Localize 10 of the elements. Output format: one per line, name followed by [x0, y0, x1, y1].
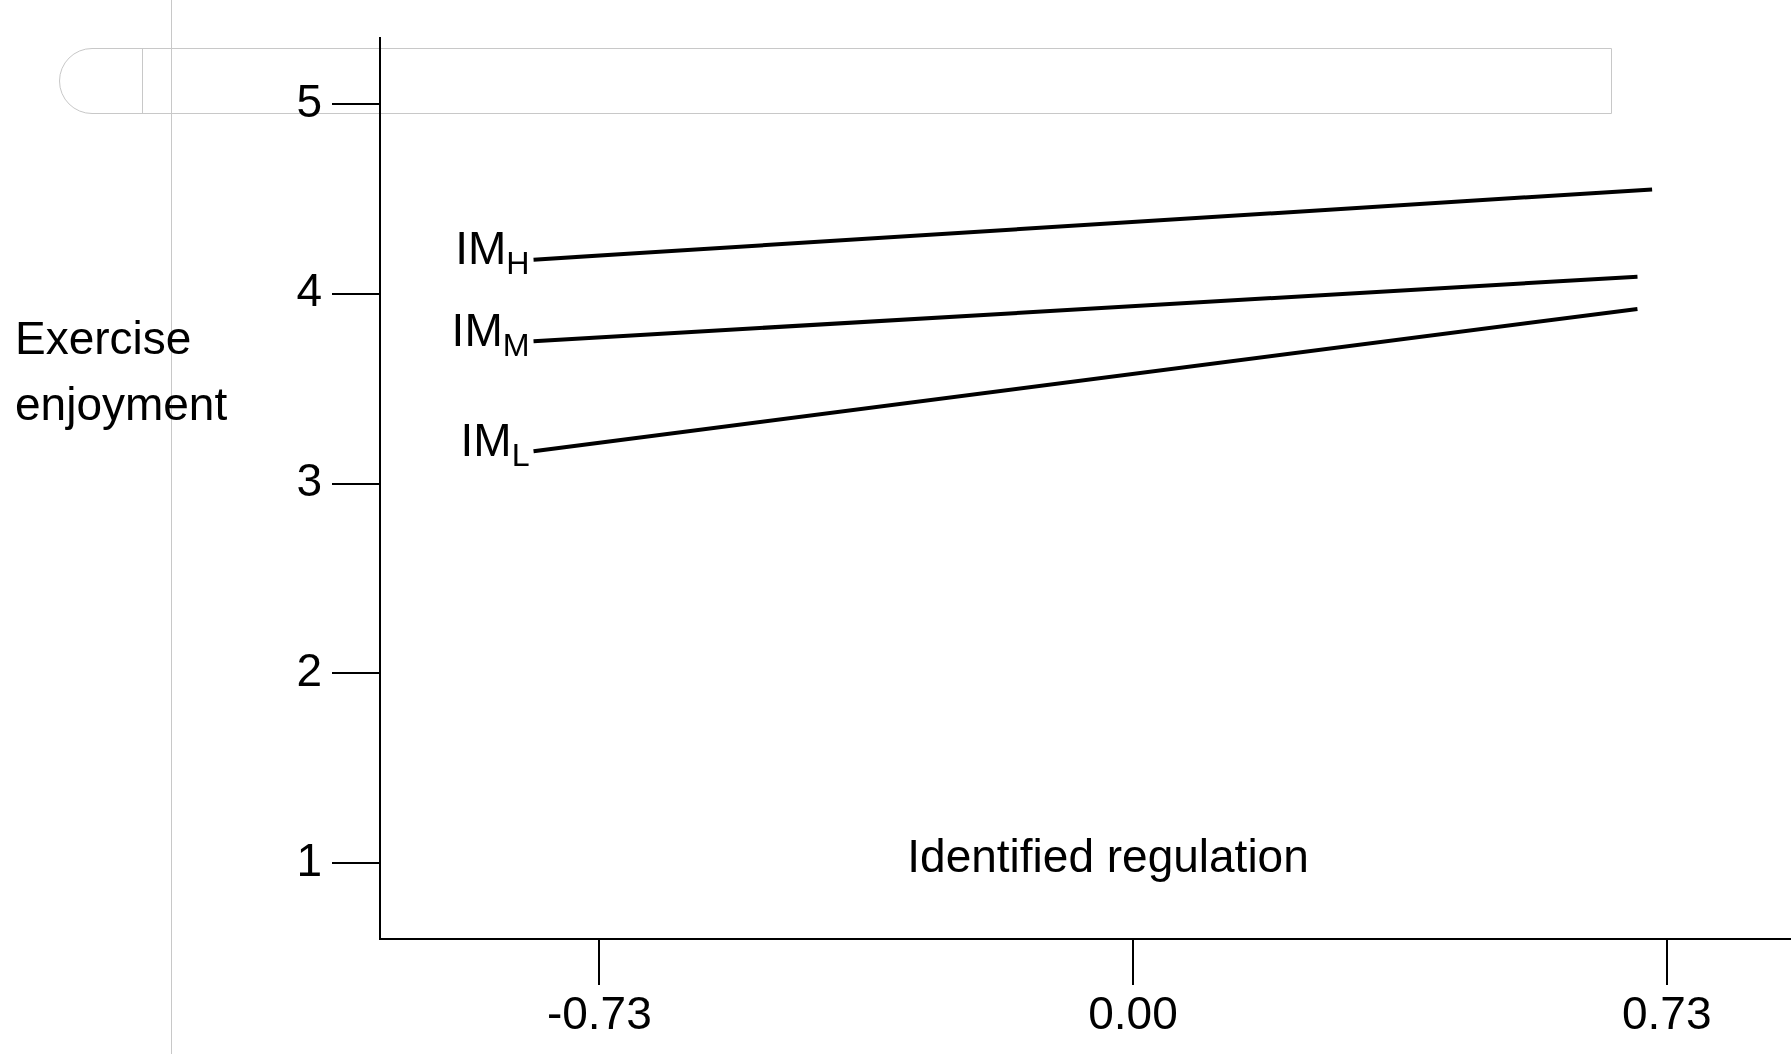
y-tick-label: 5 — [296, 74, 322, 127]
x-tick-label: -0.73 — [546, 987, 652, 1040]
y-tick-label: 4 — [296, 264, 322, 317]
y-tick-label: 1 — [296, 833, 322, 886]
y-tick-label: 2 — [296, 644, 322, 697]
x-axis-title: Identified regulation — [907, 829, 1309, 882]
y-tick-label: 3 — [296, 454, 322, 507]
x-tick-label: 0.73 — [1621, 987, 1712, 1040]
x-tick-label: 0.00 — [1088, 987, 1178, 1040]
y-axis-title: Exercise enjoyment — [15, 311, 229, 432]
